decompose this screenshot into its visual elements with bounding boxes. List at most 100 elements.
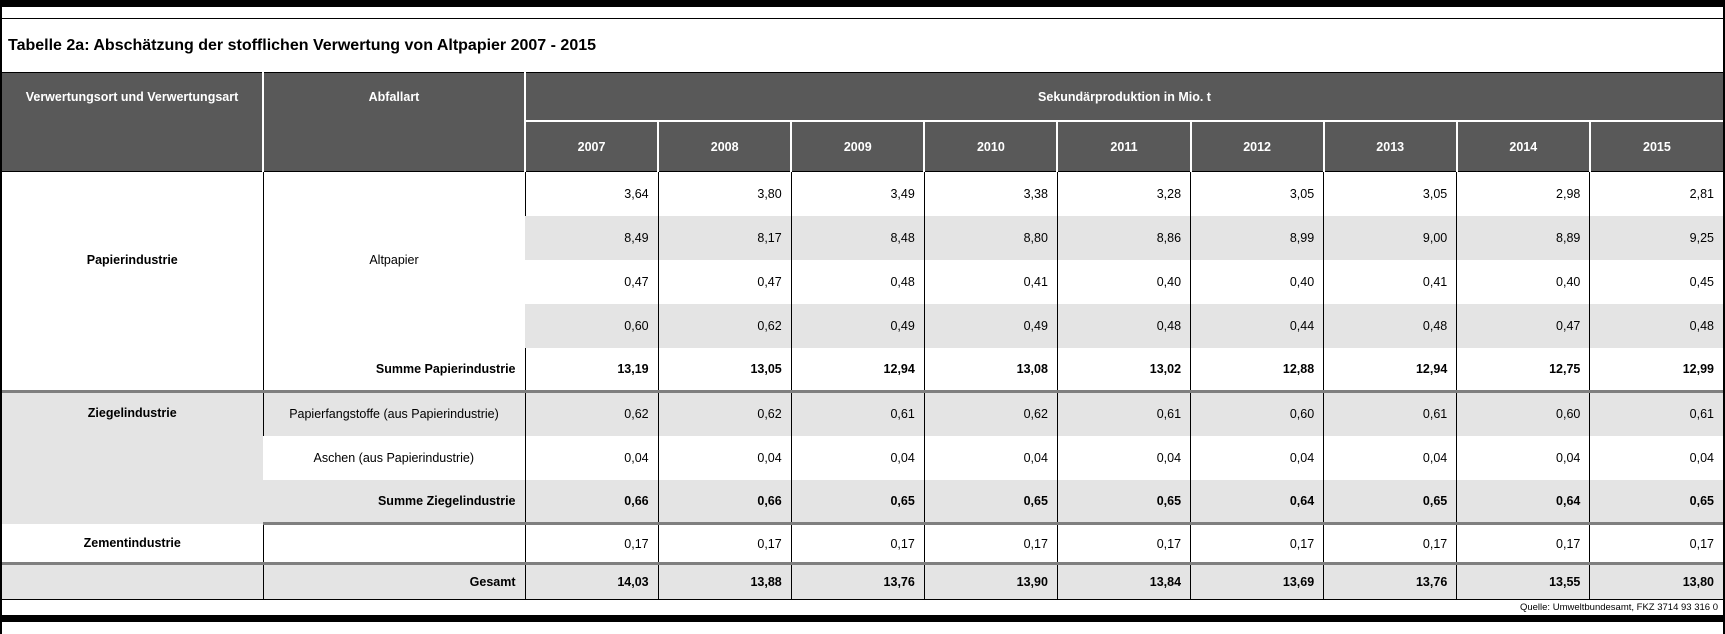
- value-cell: 13,08: [923, 347, 1058, 393]
- value-cell: 0,65: [1056, 479, 1191, 525]
- value-cell: 0,17: [1056, 523, 1191, 565]
- value-cell: 0,65: [790, 479, 925, 525]
- value-cell: 0,48: [1323, 303, 1457, 348]
- value-cell: 0,40: [1056, 259, 1191, 304]
- source-note: Quelle: Umweltbundesamt, FKZ 3714 93 316…: [1519, 602, 1718, 613]
- value-cell: 3,05: [1190, 171, 1324, 216]
- value-cell: 8,86: [1056, 215, 1191, 260]
- bottom-black-bar: [2, 615, 1723, 622]
- value-cell: 0,48: [1589, 303, 1723, 348]
- empty-cell: [2, 347, 263, 393]
- value-cell: 13,80: [1589, 563, 1723, 600]
- value-cell: 3,05: [1323, 171, 1457, 216]
- value-cell: 8,80: [923, 215, 1058, 260]
- value-cell: 0,60: [1190, 391, 1324, 436]
- value-cell: 13,19: [524, 347, 659, 393]
- top-black-bar: [2, 0, 1723, 7]
- value-cell: 9,25: [1589, 215, 1723, 260]
- value-cell: 3,49: [790, 171, 925, 216]
- year-header: 2010: [923, 120, 1058, 172]
- zementindustrie-label: Zementindustrie: [2, 523, 263, 565]
- summe-ziegelindustrie-label: Summe Ziegelindustrie: [263, 479, 525, 525]
- value-cell: 13,76: [1323, 563, 1457, 600]
- value-cell: 12,99: [1589, 347, 1723, 393]
- gesamt-row: Gesamt 14,03 13,88 13,76 13,90 13,84 13,…: [2, 563, 1723, 600]
- summe-papierindustrie-label: Summe Papierindustrie: [262, 347, 525, 393]
- value-cell: 13,55: [1456, 563, 1590, 600]
- value-cell: 8,49: [525, 215, 659, 260]
- value-cell: 0,45: [1589, 259, 1723, 304]
- value-cell: 2,98: [1456, 171, 1590, 216]
- value-cell: 0,47: [1456, 303, 1590, 348]
- value-cell: 0,04: [1589, 435, 1723, 480]
- value-cell: 0,62: [524, 391, 659, 436]
- value-cell: 0,48: [1056, 303, 1191, 348]
- value-cell: 9,00: [1323, 215, 1457, 260]
- value-cell: 0,44: [1190, 303, 1324, 348]
- table-row: Ziegelindustrie Papierfangstoffe (aus Pa…: [2, 391, 1723, 524]
- value-cell: 0,04: [1056, 435, 1191, 480]
- gesamt-label: Gesamt: [262, 563, 525, 600]
- value-cell: 13,90: [923, 563, 1058, 600]
- papierfangstoffe-label: Papierfangstoffe (aus Papierindustrie): [262, 391, 525, 436]
- value-cell: 0,17: [1589, 523, 1723, 565]
- value-cell: 0,04: [657, 435, 792, 480]
- value-cell: 0,61: [1056, 391, 1191, 436]
- table-row: 0,60 0,62 0,49 0,49 0,48 0,44 0,48 0,47 …: [2, 303, 1723, 348]
- value-cell: 0,62: [657, 391, 792, 436]
- year-header: 2012: [1189, 120, 1324, 172]
- value-cell: 13,88: [657, 563, 792, 600]
- value-cell: 12,75: [1456, 347, 1590, 393]
- value-cell: 0,49: [790, 303, 925, 348]
- value-cell: 0,40: [1190, 259, 1324, 304]
- value-cell: 3,64: [524, 171, 659, 216]
- value-cell: 0,17: [524, 523, 659, 565]
- zementindustrie-row: Zementindustrie 0,17 0,17 0,17 0,17 0,17…: [2, 523, 1723, 565]
- value-cell: 0,04: [1190, 435, 1324, 480]
- value-cell: 13,69: [1190, 563, 1324, 600]
- year-header: 2007: [523, 120, 659, 172]
- value-cell: 0,04: [923, 435, 1058, 480]
- value-cell: 3,80: [657, 171, 792, 216]
- value-cell: 0,41: [923, 259, 1058, 304]
- empty-cell: [262, 523, 525, 565]
- table-row: 0,47 0,47 0,48 0,41 0,40 0,40 0,41 0,40 …: [2, 259, 1723, 304]
- summe-ziegelindustrie-row: Summe Ziegelindustrie 0,66 0,66 0,65 0,6…: [2, 479, 1723, 525]
- papierindustrie-label: Papierindustrie: [2, 171, 263, 348]
- value-cell: 13,05: [657, 347, 792, 393]
- value-cell: 0,17: [1190, 523, 1324, 565]
- ziegelindustrie-label: Ziegelindustrie: [2, 391, 263, 524]
- value-cell: 0,04: [790, 435, 925, 480]
- value-cell: 0,17: [923, 523, 1058, 565]
- year-header: 2009: [790, 120, 925, 172]
- col2-header: Abfallart: [262, 72, 525, 172]
- value-cell: 0,04: [1323, 435, 1457, 480]
- col1-header: Verwertungsort und Verwertungsart: [2, 72, 263, 172]
- value-cell: 2,81: [1589, 171, 1723, 216]
- value-cell: 0,65: [923, 479, 1058, 525]
- value-cell: 0,47: [525, 259, 659, 304]
- table-row: Aschen (aus Papierindustrie) 0,04 0,04 0…: [2, 435, 1723, 480]
- value-cell: 0,47: [657, 259, 792, 304]
- value-cell: 0,64: [1190, 479, 1324, 525]
- value-cell: 0,61: [1323, 391, 1457, 436]
- value-cell: 0,65: [1323, 479, 1457, 525]
- value-cell: 13,02: [1056, 347, 1191, 393]
- data-table: Verwertungsort und Verwertungsart Abfall…: [2, 72, 1723, 600]
- value-cell: 13,76: [790, 563, 925, 600]
- value-cell: 8,17: [657, 215, 792, 260]
- value-cell: 12,88: [1190, 347, 1324, 393]
- value-cell: 0,04: [1456, 435, 1590, 480]
- page-title: Tabelle 2a: Abschätzung der stofflichen …: [8, 36, 597, 54]
- value-cell: 0,61: [1589, 391, 1723, 436]
- top-white-strip: [2, 7, 1723, 19]
- value-cell: 0,66: [657, 479, 792, 525]
- value-cell: 0,62: [923, 391, 1058, 436]
- value-cell: 3,28: [1056, 171, 1191, 216]
- year-header: 2014: [1455, 120, 1590, 172]
- value-cell: 8,99: [1190, 215, 1324, 260]
- value-cell: 0,40: [1456, 259, 1590, 304]
- altpapier-label: Altpapier: [262, 171, 525, 348]
- value-cell: 0,61: [790, 391, 925, 436]
